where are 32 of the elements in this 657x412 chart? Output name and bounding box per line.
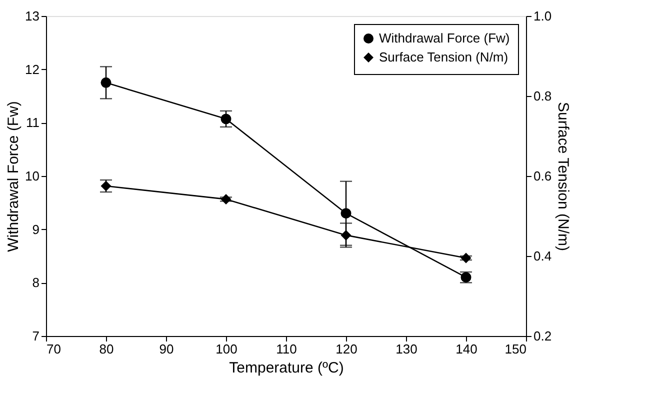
point [100, 77, 112, 88]
legend-label: Surface Tension (N/m) [379, 50, 508, 64]
y-tick-label: 9 [32, 222, 40, 237]
y-tick-label: 13 [25, 8, 40, 24]
x-tick-label: 80 [99, 342, 114, 356]
point [220, 114, 232, 124]
y2-axis-title: Surface Tension (N/m) [554, 102, 572, 251]
point [340, 208, 352, 219]
point [220, 194, 232, 204]
x-tick-label: 100 [216, 342, 238, 356]
x-tick-label: 110 [276, 342, 297, 356]
y2-tick-label: 0.8 [534, 88, 552, 104]
y2-tick-label: 1.0 [534, 8, 552, 24]
point [460, 252, 472, 264]
x-tick-label: 120 [336, 342, 358, 356]
y-tick-label: 7 [32, 328, 40, 344]
x-tick-label: 90 [159, 342, 174, 356]
legend-label: Withdrawal Force (Fw) [379, 30, 510, 46]
y2-tick-label: 0.4 [534, 248, 552, 264]
y2-tick-label: 0.2 [534, 328, 552, 344]
y-tick-label: 8 [32, 275, 40, 290]
y-axis-title: Withdrawal Force (Fw) [5, 101, 22, 252]
x-tick-label: 140 [456, 342, 478, 356]
y-tick-label: 11 [26, 115, 40, 130]
y-tick-label: 12 [25, 62, 40, 77]
y2-tick-label: 0.6 [534, 168, 552, 184]
x-axis-title: Temperature (ºC) [229, 360, 344, 376]
y-tick-label: 10 [25, 168, 40, 184]
x-tick-label: 130 [396, 342, 418, 356]
point [340, 230, 352, 240]
x-tick-label: 150 [504, 342, 526, 356]
x-tick-label: 70 [46, 342, 61, 356]
